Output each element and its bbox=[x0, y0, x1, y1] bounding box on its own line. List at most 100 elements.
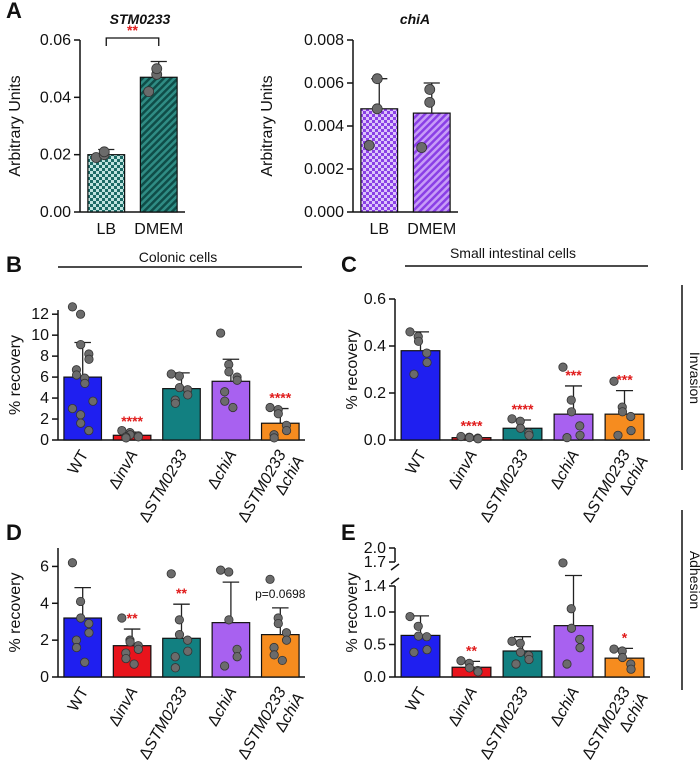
x-category-label: WT bbox=[65, 447, 92, 477]
significance-bracket bbox=[105, 37, 160, 46]
data-point bbox=[174, 382, 185, 393]
data-point bbox=[626, 425, 636, 436]
x-category-label: ΔchiA bbox=[547, 448, 583, 493]
data-point bbox=[371, 73, 383, 85]
x-category-label: ΔinvA bbox=[106, 448, 142, 493]
data-point bbox=[609, 644, 619, 654]
data-point bbox=[281, 425, 292, 436]
x-category-label: ΔinvA bbox=[445, 685, 481, 730]
data-point bbox=[224, 567, 234, 577]
data-point bbox=[67, 403, 78, 414]
data-point bbox=[273, 409, 283, 419]
x-category-label: ΔinvA bbox=[445, 448, 481, 493]
invasion-side-label: Invasion bbox=[687, 352, 700, 404]
data-point bbox=[617, 407, 628, 417]
data-point bbox=[84, 618, 94, 629]
data-point bbox=[515, 638, 525, 648]
y-tick-label: 6 bbox=[40, 558, 49, 575]
data-point bbox=[183, 390, 193, 400]
y-axis-title: Arbitrary Units bbox=[259, 75, 276, 176]
data-point bbox=[609, 376, 619, 386]
data-point bbox=[220, 661, 230, 671]
y-tick-label: 1.7 bbox=[364, 554, 386, 571]
data-point bbox=[84, 628, 94, 638]
x-category-label: ΔinvA bbox=[106, 685, 142, 730]
significance-stars: **** bbox=[512, 401, 534, 417]
data-point bbox=[133, 432, 143, 442]
significance-stars: ** bbox=[176, 585, 187, 601]
data-point bbox=[473, 434, 483, 444]
data-point bbox=[413, 336, 424, 346]
bar bbox=[63, 617, 103, 678]
significance-stars: * bbox=[622, 629, 628, 645]
data-point bbox=[473, 667, 483, 677]
axis-break-mark bbox=[390, 563, 400, 571]
chart-a-stm0233: 0.00 0.02 0.04 0.06 Arbitrary Units STM0233 LB… bbox=[7, 11, 185, 238]
data-point bbox=[232, 652, 242, 662]
x-category-label: ΔchiA bbox=[616, 691, 652, 736]
bar bbox=[400, 634, 441, 678]
data-point bbox=[273, 618, 283, 629]
y-tick-label: 0.002 bbox=[304, 161, 344, 178]
data-point bbox=[183, 646, 193, 656]
y-tick-label: 0.04 bbox=[40, 89, 71, 106]
x-category-label: WT bbox=[65, 684, 92, 714]
x-category-label: LB bbox=[369, 221, 389, 238]
panel-letter-b: B bbox=[6, 252, 22, 277]
x-category-label: DMEM bbox=[407, 221, 456, 238]
data-point bbox=[422, 357, 432, 368]
x-category-label: ΔSTM0233 bbox=[136, 684, 191, 761]
bar bbox=[139, 76, 178, 213]
data-point bbox=[566, 604, 576, 614]
data-point bbox=[80, 378, 90, 388]
data-point bbox=[174, 615, 184, 625]
data-point bbox=[80, 657, 90, 667]
y-tick-label: 1.0 bbox=[364, 604, 386, 621]
data-point bbox=[507, 414, 517, 424]
y-tick-label: 2.0 bbox=[364, 540, 386, 557]
data-point bbox=[558, 362, 568, 372]
data-point bbox=[575, 430, 585, 440]
panel-letter-c: C bbox=[341, 252, 357, 277]
data-point bbox=[456, 656, 466, 666]
data-point bbox=[76, 613, 86, 623]
data-point bbox=[224, 615, 234, 625]
y-tick-label: 8 bbox=[40, 348, 49, 365]
data-point bbox=[183, 635, 193, 645]
chart-e-small-intestinal-adhesion: 0.0 0.5 1.0 1.4 1.72.0% recovery WT ΔinvA ** ΔST… bbox=[344, 540, 652, 761]
data-point bbox=[76, 339, 86, 350]
y-tick-label: 0.02 bbox=[40, 147, 71, 164]
data-point bbox=[67, 302, 78, 312]
data-point bbox=[220, 387, 230, 397]
y-tick-label: 0.004 bbox=[304, 118, 344, 135]
data-point bbox=[88, 396, 98, 406]
y-tick-label: 0.00 bbox=[40, 204, 71, 221]
data-point bbox=[507, 636, 517, 646]
p-value-label: p=0.0698 bbox=[255, 587, 306, 601]
data-point bbox=[422, 632, 432, 642]
data-point bbox=[558, 558, 568, 568]
y-tick-label: 0 bbox=[40, 432, 49, 449]
chart-b-colonic-invasion: 0 2 4 6 8 10 12 % recovery WT ΔinvA **** ΔSTM0233 Δc… bbox=[7, 302, 308, 525]
x-category-label: ΔSTM0233 bbox=[477, 684, 532, 761]
y-tick-label: 0.06 bbox=[40, 32, 71, 49]
data-point bbox=[562, 659, 572, 669]
x-category-label: ΔchiA bbox=[205, 685, 241, 730]
bar bbox=[553, 625, 594, 678]
bar bbox=[412, 112, 451, 213]
data-point bbox=[133, 644, 143, 654]
data-point bbox=[524, 654, 534, 665]
significance-stars: ** bbox=[127, 610, 138, 626]
data-point bbox=[416, 142, 428, 153]
adhesion-side-label: Adhesion bbox=[687, 551, 700, 609]
data-point bbox=[281, 635, 292, 645]
data-point bbox=[75, 309, 86, 319]
data-point bbox=[626, 411, 636, 422]
data-point bbox=[170, 398, 180, 408]
data-point bbox=[174, 630, 185, 640]
data-point bbox=[515, 647, 526, 657]
significance-stars: ** bbox=[466, 642, 477, 658]
x-category-label: ΔchiA bbox=[205, 448, 241, 493]
y-axis-title: % recovery bbox=[7, 335, 24, 415]
